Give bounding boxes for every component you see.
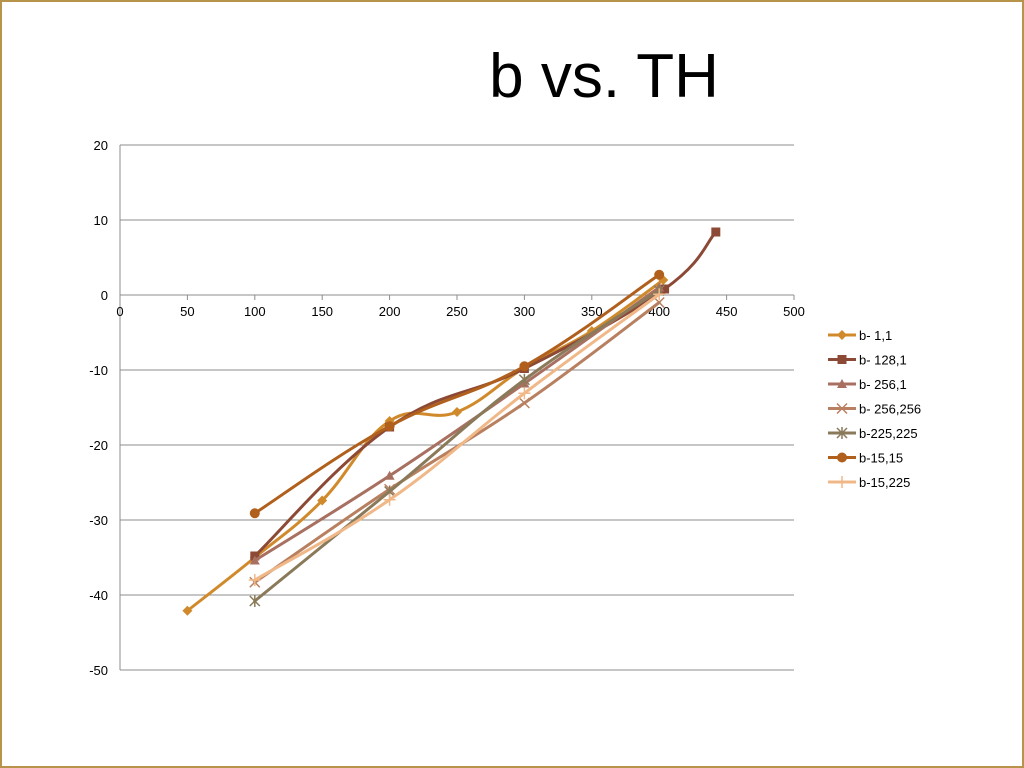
data-point-series-1 bbox=[452, 407, 462, 417]
series-line-2 bbox=[253, 230, 718, 558]
series-line-4 bbox=[253, 301, 661, 584]
legend-swatch-marker bbox=[837, 379, 847, 388]
data-point-series-4 bbox=[653, 296, 665, 309]
data-point-series-7 bbox=[248, 574, 261, 586]
data-point-series-5 bbox=[518, 373, 530, 386]
data-point-series-4 bbox=[518, 397, 530, 409]
y-tick-label: 10 bbox=[94, 213, 108, 228]
x-tick-label: 400 bbox=[648, 304, 670, 319]
legend-swatch-marker bbox=[836, 476, 848, 488]
data-point-series-1 bbox=[317, 495, 328, 506]
x-tick-label: 0 bbox=[116, 304, 123, 319]
data-point-series-7 bbox=[383, 493, 396, 506]
data-point-series-3 bbox=[384, 470, 395, 480]
data-point-series-6 bbox=[654, 269, 665, 280]
legend-label: b-225,225 bbox=[859, 426, 918, 441]
x-tick-label: 350 bbox=[581, 304, 603, 319]
legend-label: b- 256,1 bbox=[859, 377, 907, 392]
data-point-series-3 bbox=[249, 555, 260, 565]
data-point-series-6 bbox=[249, 508, 260, 519]
y-tick-label: -30 bbox=[89, 513, 108, 528]
y-tick-label: -40 bbox=[89, 588, 108, 603]
x-tick-label: 150 bbox=[311, 304, 333, 319]
series-line-6 bbox=[253, 273, 661, 515]
y-tick-label: -50 bbox=[89, 663, 108, 678]
legend-swatch-marker bbox=[837, 330, 847, 340]
data-point-series-6 bbox=[384, 421, 395, 432]
slide-title: b vs. TH bbox=[489, 42, 719, 111]
data-point-series-7 bbox=[518, 387, 531, 400]
legend-swatch-marker bbox=[836, 402, 848, 415]
x-tick-label: 300 bbox=[514, 304, 536, 319]
data-point-series-6 bbox=[519, 361, 530, 372]
x-tick-label: 250 bbox=[446, 304, 468, 319]
series-line-5 bbox=[253, 289, 661, 603]
legend-label: b- 256,256 bbox=[859, 402, 921, 417]
legend-label: b- 1,1 bbox=[859, 328, 892, 343]
legend-swatch-marker bbox=[836, 427, 848, 439]
data-point-series-2 bbox=[711, 227, 721, 237]
data-point-series-1 bbox=[182, 605, 193, 616]
legend-swatch-marker bbox=[837, 452, 847, 463]
x-tick-label: 500 bbox=[783, 304, 805, 319]
y-tick-label: 20 bbox=[94, 138, 108, 153]
legend-swatch-marker bbox=[837, 355, 847, 364]
y-tick-label: 0 bbox=[101, 288, 108, 303]
x-tick-label: 100 bbox=[244, 304, 266, 319]
legend-label: b-15,15 bbox=[859, 451, 903, 466]
legend-label: b- 128,1 bbox=[859, 353, 907, 368]
legend-label: b-15,225 bbox=[859, 475, 910, 490]
data-point-series-5 bbox=[249, 595, 261, 607]
data-point-series-2 bbox=[660, 284, 670, 294]
x-tick-label: 450 bbox=[716, 304, 738, 319]
data-point-series-7 bbox=[653, 288, 666, 301]
x-tick-label: 200 bbox=[379, 304, 401, 319]
series-line-7 bbox=[253, 292, 661, 582]
x-tick-label: 50 bbox=[180, 304, 194, 319]
y-tick-label: -20 bbox=[89, 438, 108, 453]
y-tick-label: -10 bbox=[89, 363, 108, 378]
